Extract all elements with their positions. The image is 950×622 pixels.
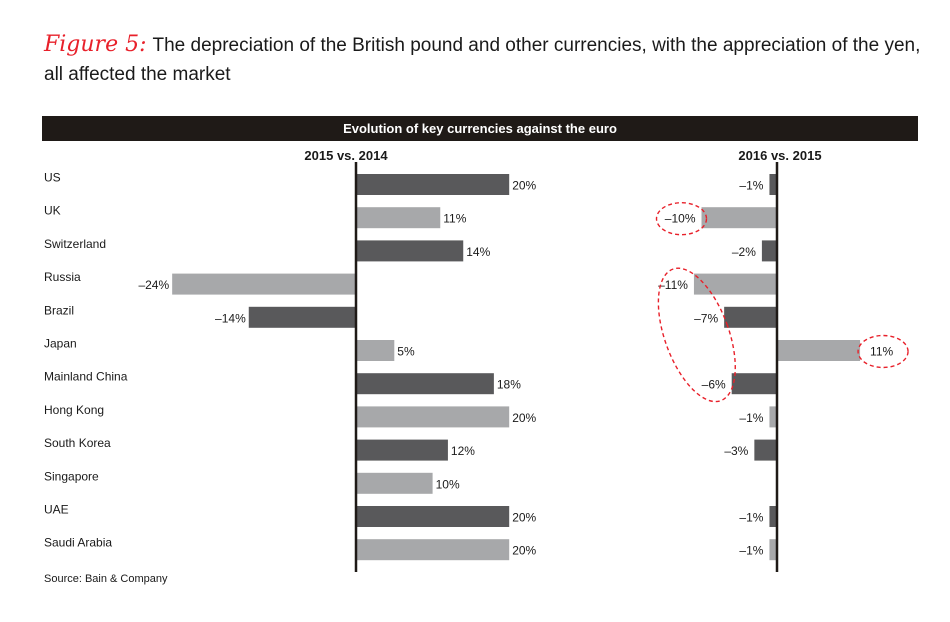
bar-2016 [769,506,777,527]
category-label: US [44,171,61,185]
data-label-2015: –24% [138,278,169,292]
bar-2015 [356,340,395,361]
panel-title-2016: 2016 vs. 2015 [738,148,821,163]
data-label-2015: 10% [436,477,460,491]
data-label-2016: –11% [658,278,688,292]
data-label-2016: –6% [702,378,726,392]
data-label-2015: –14% [215,311,246,325]
data-label-2016: –1% [739,179,763,193]
data-label-2016: 11% [870,345,893,359]
bar-2015 [248,306,356,328]
category-label: Japan [44,337,77,351]
data-label-2015: 14% [466,245,490,259]
data-label-2016: –1% [739,544,763,558]
data-label-2015: 20% [512,511,536,525]
figure-label: Figure 5: [44,32,147,57]
bar-2015 [356,240,464,262]
data-label-2015: 20% [512,544,536,558]
data-label-2015: 20% [512,179,536,193]
bar-2016 [724,306,777,328]
figure-title-text: The depreciation of the British pound an… [44,35,921,85]
category-label: Brazil [44,303,74,317]
category-label: Saudi Arabia [44,536,112,550]
category-label: Hong Kong [44,403,104,417]
data-label-2015: 12% [451,444,475,458]
category-label: UK [44,204,61,218]
bar-2015 [356,506,510,527]
bar-2016 [701,207,777,229]
category-label: Russia [44,270,81,284]
category-label: Switzerland [44,237,106,251]
data-label-2016: –7% [694,311,718,325]
data-label-2016: –2% [732,245,756,259]
category-label: South Korea [44,436,111,450]
bar-2015 [356,472,433,494]
bar-2015 [356,373,494,395]
bar-2016 [731,373,777,395]
bar-2015 [356,207,441,229]
data-label-2016: –1% [739,511,763,525]
data-label-2016: –10% [665,212,696,226]
data-label-2016: –1% [739,411,763,425]
data-label-2015: 18% [497,378,521,392]
bar-2015 [356,174,510,195]
bar-2016 [761,240,777,262]
category-label: UAE [44,503,69,517]
data-label-2015: 5% [397,345,415,359]
chart-banner: Evolution of key currencies against the … [42,116,918,141]
bar-2016 [754,439,777,461]
bar-2015 [356,439,448,461]
bar-2016 [769,539,777,561]
bar-2016 [777,340,861,361]
bar-2016 [769,406,777,428]
source-note: Source: Bain & Company [44,573,168,585]
bar-2015 [356,539,510,561]
panel-title-2015: 2015 vs. 2014 [304,148,388,163]
bar-2015 [172,273,356,295]
highlight-uk [655,201,708,236]
highlight-group [657,267,736,403]
category-label: Singapore [44,469,99,483]
category-label: Mainland China [44,370,128,384]
bar-2016 [769,174,777,195]
bar-2015 [356,406,510,428]
data-label-2015: 20% [512,411,536,425]
data-label-2015: 11% [443,212,466,226]
bar-2016 [693,273,777,295]
figure-title: Figure 5: The depreciation of the British… [44,30,924,89]
highlight-japan [857,334,909,369]
data-label-2016: –3% [724,444,748,458]
